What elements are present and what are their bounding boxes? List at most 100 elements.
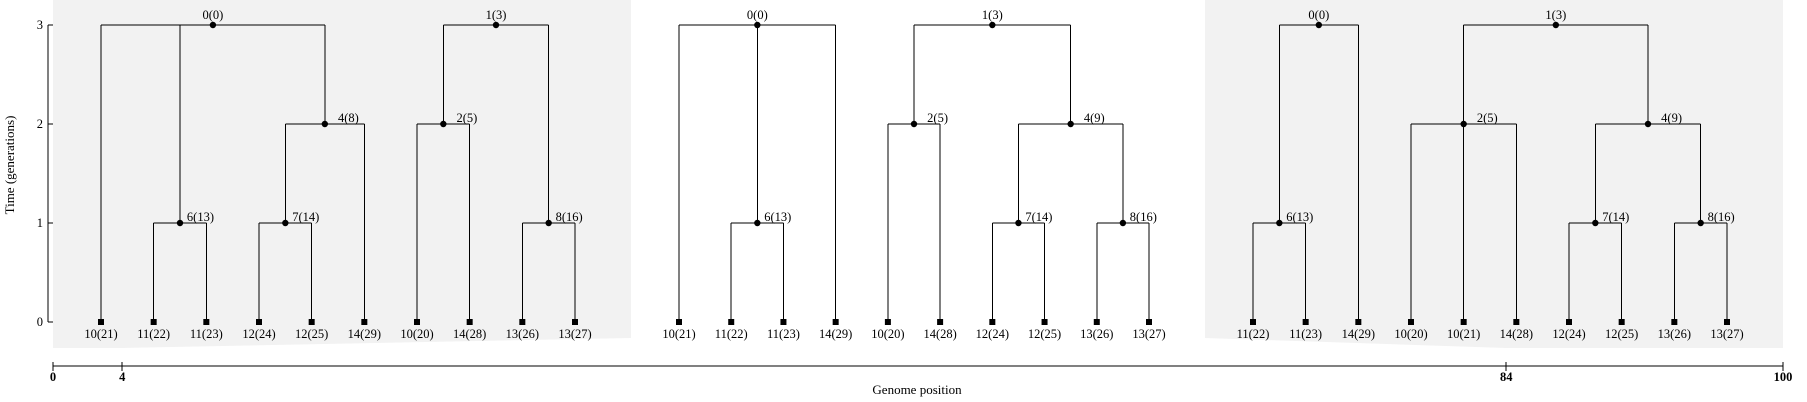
leaf-node-marker xyxy=(728,319,735,325)
trees: 10(21) 11(22) 11(23) 12(24) 12(25) 14(29) 10(2… xyxy=(84,8,1743,341)
internal-node-marker xyxy=(1644,120,1652,128)
internal-node-marker xyxy=(176,219,184,227)
leaf-node-marker xyxy=(1671,319,1678,325)
leaf-node-marker xyxy=(937,319,944,325)
y-axis-label: Time (generations) xyxy=(2,116,17,215)
internal-node-label: 7(14) xyxy=(1602,210,1629,224)
leaf-label: 14(29) xyxy=(348,327,381,341)
tree: 11(22) 11(23) 14(29) 10(20) 10(21) 14(28) 12(2… xyxy=(1237,8,1744,341)
leaf-node-marker xyxy=(519,319,526,325)
internal-node-marker xyxy=(492,21,500,29)
leaf-label: 11(22) xyxy=(715,327,748,341)
leaf-node-marker xyxy=(256,319,262,325)
internal-node-marker xyxy=(1119,219,1127,227)
y-tick-label: 2 xyxy=(37,117,43,131)
leaf-label: 12(24) xyxy=(242,327,275,341)
internal-node-label: 1(3) xyxy=(982,8,1003,22)
leaf-node-marker xyxy=(1513,319,1520,325)
leaf-label: 11(23) xyxy=(767,327,800,341)
internal-node-label: 4(9) xyxy=(1084,111,1105,125)
internal-node-label: 6(13) xyxy=(764,210,791,224)
leaf-node-marker xyxy=(203,319,210,325)
internal-node-marker xyxy=(282,219,289,227)
leaf-label: 14(29) xyxy=(819,327,852,341)
leaf-node-marker xyxy=(832,319,839,325)
leaf-label: 13(26) xyxy=(1080,327,1113,341)
leaf-label: 10(20) xyxy=(400,327,433,341)
leaf-node-marker xyxy=(1041,319,1048,325)
internal-node-label: 1(3) xyxy=(486,8,507,22)
leaf-label: 10(20) xyxy=(1394,327,1427,341)
internal-node-marker xyxy=(209,21,217,29)
internal-node-label: 0(0) xyxy=(747,8,768,22)
y-tick-label: 0 xyxy=(37,315,43,329)
x-tick-label: 100 xyxy=(1774,370,1793,384)
internal-node-marker xyxy=(1315,21,1323,29)
leaf-node-marker xyxy=(1355,319,1362,325)
internal-node-label: 8(16) xyxy=(1130,210,1157,224)
leaf-node-marker xyxy=(1460,319,1467,325)
internal-node-marker xyxy=(1460,120,1467,128)
leaf-label: 10(21) xyxy=(1447,327,1480,341)
leaf-label: 12(25) xyxy=(295,327,328,341)
leaf-node-marker xyxy=(884,319,891,325)
leaf-node-marker xyxy=(1724,319,1730,325)
x-tick-label: 0 xyxy=(50,370,56,384)
internal-node-label: 8(16) xyxy=(556,210,583,224)
internal-node-marker xyxy=(1276,219,1283,227)
leaf-label: 12(25) xyxy=(1605,327,1638,341)
tree-panel-background xyxy=(53,0,631,348)
internal-node-label: 1(3) xyxy=(1545,8,1566,22)
internal-node-marker xyxy=(1015,219,1022,227)
leaf-node-marker xyxy=(676,319,682,325)
leaf-node-marker xyxy=(1618,319,1625,325)
internal-node-marker xyxy=(321,120,329,128)
leaf-node-marker xyxy=(1250,319,1256,325)
leaf-label: 14(28) xyxy=(453,327,486,341)
leaf-label: 10(21) xyxy=(662,327,695,341)
tree-panel-background xyxy=(1205,0,1783,348)
leaf-node-marker xyxy=(150,319,157,325)
internal-node-label: 7(14) xyxy=(1025,210,1052,224)
internal-node-marker xyxy=(1552,21,1560,29)
internal-node-marker xyxy=(545,219,552,227)
leaf-node-marker xyxy=(780,319,787,325)
tree: 10(21) 11(22) 11(23) 12(24) 12(25) 14(29) 10(2… xyxy=(84,8,591,341)
internal-node-label: 6(13) xyxy=(187,210,214,224)
internal-node-label: 2(5) xyxy=(457,111,478,125)
leaf-label: 12(25) xyxy=(1028,327,1061,341)
leaf-label: 13(27) xyxy=(1710,327,1743,341)
y-tick-label: 3 xyxy=(37,18,43,32)
internal-node-label: 8(16) xyxy=(1708,210,1735,224)
internal-node-marker xyxy=(754,219,761,227)
leaf-node-marker xyxy=(466,319,473,325)
internal-node-label: 7(14) xyxy=(292,210,319,224)
leaf-label: 14(29) xyxy=(1342,327,1375,341)
leaf-label: 13(27) xyxy=(558,327,591,341)
leaf-label: 10(21) xyxy=(84,327,117,341)
leaf-label: 12(24) xyxy=(1552,327,1585,341)
leaf-node-marker xyxy=(1302,319,1309,325)
x-tick-label: 4 xyxy=(119,370,126,384)
leaf-label: 10(20) xyxy=(871,327,904,341)
leaf-node-marker xyxy=(98,319,104,325)
tree-backgrounds xyxy=(53,0,1783,348)
leaf-label: 11(22) xyxy=(137,327,170,341)
leaf-node-marker xyxy=(414,319,420,325)
leaf-node-marker xyxy=(1408,319,1414,325)
leaf-node-marker xyxy=(1093,319,1100,325)
leaf-label: 14(28) xyxy=(923,327,956,341)
internal-node-label: 4(8) xyxy=(338,111,359,125)
leaf-node-marker xyxy=(1146,319,1152,325)
leaf-node-marker xyxy=(989,319,996,325)
leaf-label: 11(23) xyxy=(190,327,223,341)
x-axis-label: Genome position xyxy=(872,382,962,397)
tree: 10(21) 11(22) 11(23) 14(29) 10(20) 14(28) 12(2… xyxy=(662,8,1165,341)
internal-node-label: 2(5) xyxy=(927,111,948,125)
leaf-label: 14(28) xyxy=(1500,327,1533,341)
leaf-node-marker xyxy=(361,319,368,325)
internal-node-marker xyxy=(1067,120,1074,128)
internal-node-label: 4(9) xyxy=(1661,111,1682,125)
leaf-label: 13(26) xyxy=(1658,327,1691,341)
